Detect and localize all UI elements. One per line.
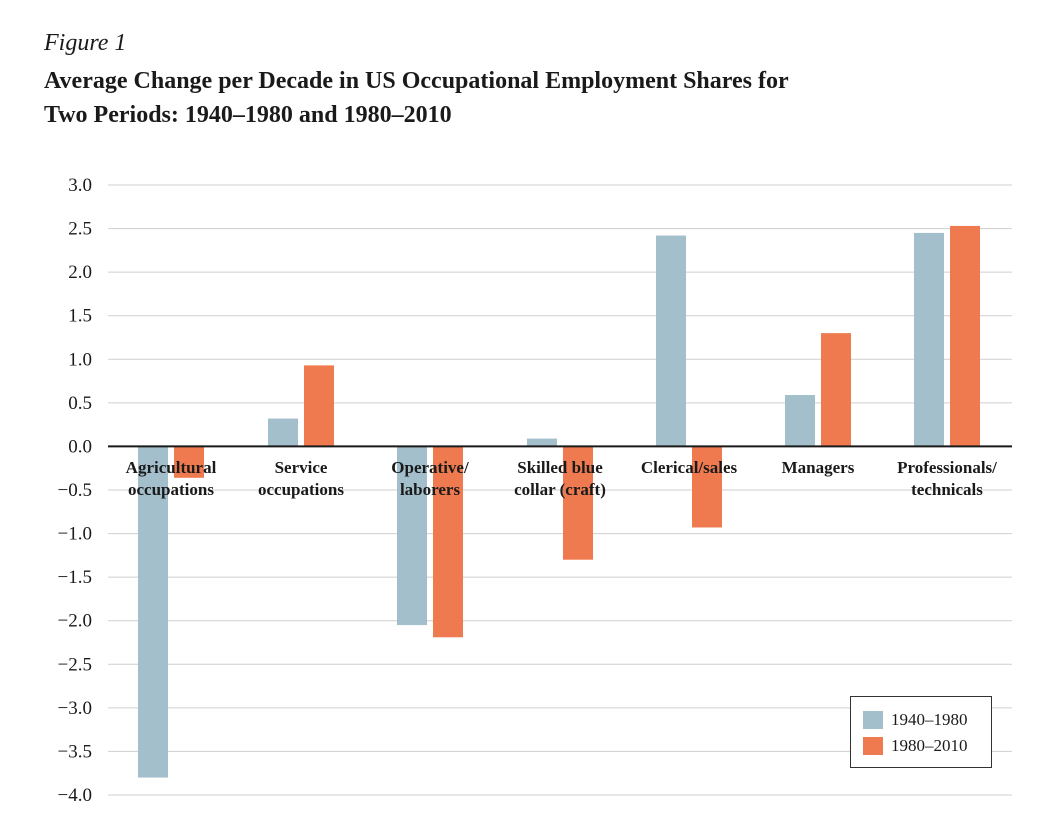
bar-1980-2010 [821,333,851,447]
chart-title: Average Change per Decade in US Occupati… [44,64,944,132]
y-tick-label: −3.5 [58,741,92,762]
legend-swatch-1940-1980 [863,711,883,729]
y-tick-label: 0.5 [68,393,92,414]
bar-1980-2010 [563,446,593,560]
bar-1980-2010 [433,446,463,638]
legend-item-1980-2010: 1980–2010 [863,733,979,759]
bar-1940-1980 [656,235,686,447]
category-label: Clerical/sales [641,458,738,477]
legend-item-1940-1980: 1940–1980 [863,707,979,733]
category-label: Operative/laborers [391,458,469,499]
y-tick-label: 0.0 [68,436,92,457]
legend-label-1980-2010: 1980–2010 [891,736,968,755]
y-tick-label: −2.5 [58,654,92,675]
bar-1980-2010 [950,225,980,447]
figure-label: Figure 1 [44,30,127,56]
category-label: Managers [782,458,855,477]
chart-title-line-2: Two Periods: 1940–1980 and 1980–2010 [44,102,452,128]
y-tick-label: 2.0 [68,262,92,283]
y-tick-label: 1.5 [68,306,92,327]
legend-label-1940-1980: 1940–1980 [891,710,968,729]
bar-1940-1980 [785,395,815,447]
bar-1940-1980 [914,232,944,447]
category-label: Skilled blue collar (craft) [514,458,606,499]
legend-swatch-1980-2010 [863,737,883,755]
category-label: Service occupations [258,458,344,499]
y-tick-label: −3.0 [58,698,92,719]
bar-1940-1980 [527,438,557,447]
bar-1940-1980 [138,446,168,778]
y-tick-label: 1.0 [68,349,92,370]
legend: 1940–1980 1980–2010 [850,696,992,768]
y-tick-label: −0.5 [58,480,92,501]
y-tick-label: −2.0 [58,611,92,632]
y-tick-label: −1.0 [58,524,92,545]
chart-title-line-1: Average Change per Decade in US Occupati… [44,68,789,94]
y-tick-label: 2.5 [68,219,92,240]
bar-1940-1980 [268,418,298,447]
y-tick-label: −1.5 [58,567,92,588]
bar-1980-2010 [174,446,204,478]
category-label: Agricultural occupations [126,458,217,499]
y-tick-label: −4.0 [58,785,92,806]
y-tick-label: 3.0 [68,175,92,196]
category-label: Professionals/technicals [897,458,997,499]
bar-1980-2010 [304,365,334,447]
bar-1980-2010 [692,446,722,528]
bar-1940-1980 [397,446,427,626]
